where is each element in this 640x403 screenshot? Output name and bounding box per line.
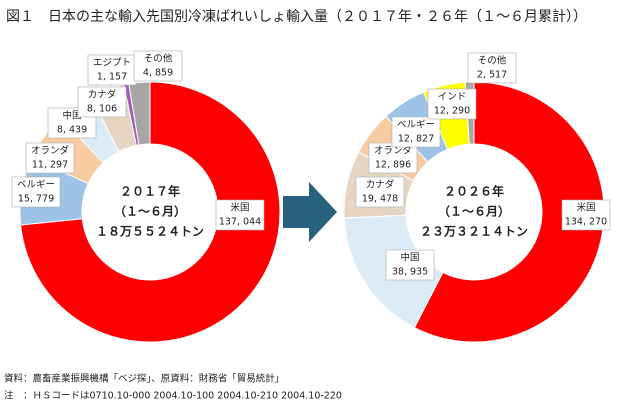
center-text: ２３万３２１４トン [420,225,528,239]
label-box [391,116,441,148]
value-label: 38, 935 [392,267,428,278]
category-label: インド [438,92,467,103]
value-label: 11, 297 [32,160,68,171]
page-title: 図１ 日本の主な輸入先国別冷凍ばれいしょ輸入量（２０１７年・２６年（１～６月累計… [6,9,587,25]
note: 注 ：ＨＳコードは0710.10-000 2004.10-100 2004.10… [4,390,342,402]
center-text: １８万５５２４トン [96,225,204,239]
label-box [467,52,517,84]
value-label: 12, 290 [434,106,470,117]
value-label: 134, 270 [565,217,607,228]
value-label: 4, 859 [143,68,173,79]
label-box [87,54,137,86]
category-label: 米国 [230,202,249,214]
category-label: その他 [478,55,507,67]
value-label: 15, 779 [18,194,54,205]
value-label: 19, 478 [362,194,398,205]
value-label: 12, 827 [398,134,434,145]
category-label: オランダ [374,145,413,157]
center-text: ２０２６年 [444,184,504,199]
label-box [368,142,418,174]
category-label: 米国 [576,202,595,214]
category-label: 中国 [62,110,81,122]
arrow [283,182,337,242]
value-label: 137, 044 [219,217,261,228]
category-label: オランダ [31,145,70,157]
value-label: 12, 896 [375,160,411,171]
label-box [25,142,75,174]
center-text: （１～６月） [114,204,186,219]
label-box [215,199,265,231]
value-label: 8, 106 [87,104,117,115]
label-box [427,88,477,120]
label-box [355,176,405,208]
value-label: 2, 517 [477,70,507,81]
label-box [11,176,61,208]
category-label: エジプト [93,58,131,69]
donut-segment [413,81,605,343]
label-box [561,199,611,231]
category-label: カナダ [366,179,395,191]
source: 資料：農畜産業振興機構「ベジ探」、原資料：財務省「貿易統計」 [4,373,284,385]
category-label: その他 [144,53,173,65]
center-text: （１～６月） [438,204,510,219]
category-label: 中国 [400,252,419,264]
category-label: ベルギー [397,120,435,131]
label-box [77,86,127,118]
value-label: 8, 439 [57,125,87,136]
label-box [133,50,183,82]
label-box [385,249,435,281]
category-label: ベルギー [17,180,55,191]
center-text: ２０１７年 [120,184,180,199]
value-label: 1, 157 [97,72,127,83]
category-label: カナダ [88,89,117,101]
